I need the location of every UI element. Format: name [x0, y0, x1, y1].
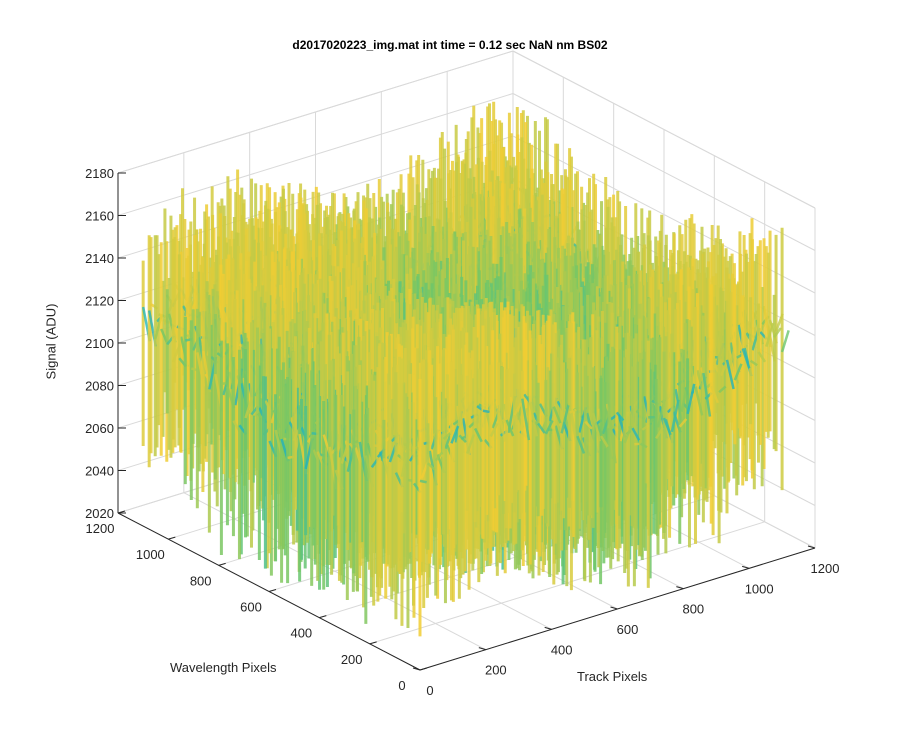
y-tick-label: 1200 — [86, 521, 115, 536]
x-tick-label: 800 — [682, 602, 704, 617]
y-tick-label: 600 — [240, 600, 262, 615]
y-axis-label: Wavelength Pixels — [170, 660, 276, 675]
y-tick-mark — [269, 590, 276, 592]
x-tick-label: 1000 — [745, 581, 774, 596]
y-tick-mark — [319, 616, 326, 618]
z-tick-label: 2120 — [85, 294, 114, 309]
y-tick-label: 400 — [290, 626, 312, 641]
z-tick-label: 2140 — [85, 251, 114, 266]
x-tick-label: 200 — [485, 663, 507, 678]
x-tick-label: 0 — [426, 683, 433, 698]
y-tick-mark — [420, 668, 427, 670]
x-tick-label: 600 — [617, 622, 639, 637]
z-axis-label: Signal (ADU) — [44, 287, 59, 397]
y-tick-label: 800 — [190, 573, 212, 588]
z-tick-label: 2080 — [85, 379, 114, 394]
z-tick-label: 2040 — [85, 464, 114, 479]
surface-strand — [483, 411, 490, 412]
y-tick-label: 1000 — [136, 547, 165, 562]
z-tick-label: 2100 — [85, 336, 114, 351]
x-tick-label: 400 — [551, 642, 573, 657]
chart-title: d2017020223_img.mat int time = 0.12 sec … — [0, 38, 900, 52]
z-tick-label: 2020 — [85, 506, 114, 521]
z-tick-label: 2160 — [85, 209, 114, 224]
z-tick-label: 2180 — [85, 166, 114, 181]
y-tick-mark — [219, 563, 226, 565]
surface-strand — [420, 481, 427, 482]
x-axis-label: Track Pixels — [577, 669, 647, 684]
y-tick-mark — [370, 642, 377, 644]
y-tick-label: 200 — [341, 652, 363, 667]
x-tick-label: 1200 — [811, 561, 840, 576]
surface-layer — [143, 102, 789, 637]
y-tick-label: 0 — [398, 678, 405, 693]
y-tick-mark — [168, 537, 175, 539]
z-tick-label: 2060 — [85, 421, 114, 436]
